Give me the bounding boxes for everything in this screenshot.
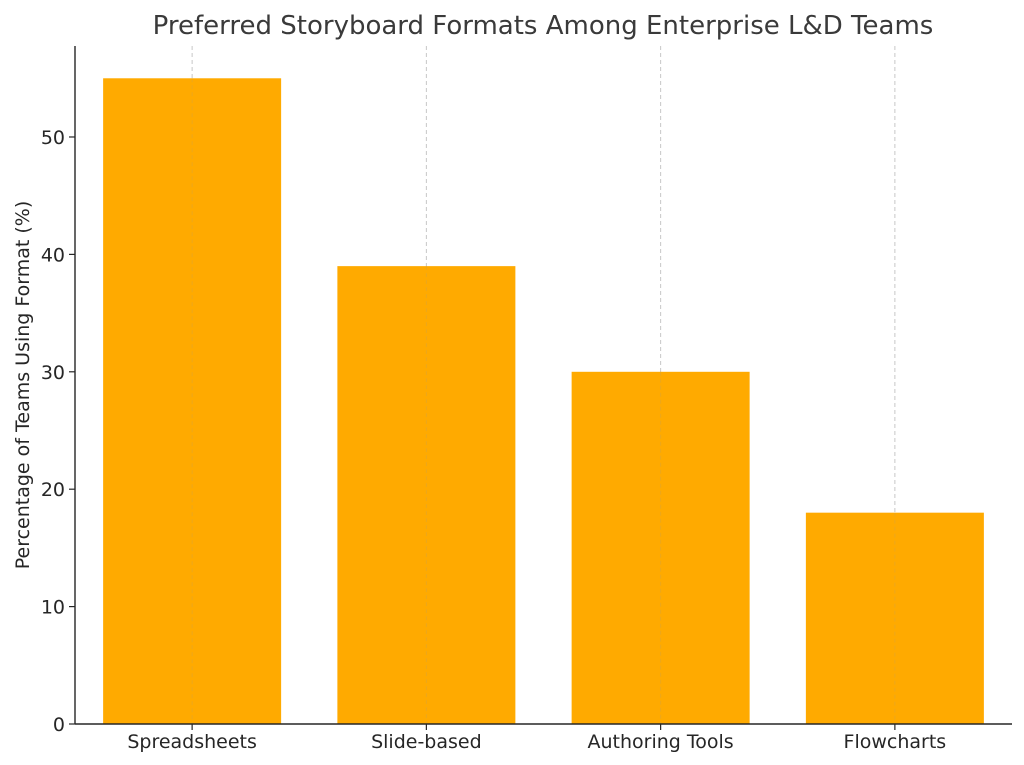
y-axis-label: Percentage of Teams Using Format (%): [12, 201, 34, 570]
tick-labels: Spreadsheets Slide-based Authoring Tools Fl…: [41, 127, 946, 753]
y-tick-label: 40: [41, 244, 65, 266]
y-tick-label: 0: [53, 714, 65, 736]
y-tick-label: 20: [41, 479, 65, 501]
chart-title: Preferred Storyboard Formats Among Enter…: [153, 11, 934, 41]
x-tick-label: Flowcharts: [844, 731, 947, 753]
axes: [69, 46, 1012, 730]
bars: [103, 78, 984, 725]
y-tick-label: 30: [41, 362, 65, 384]
y-tick-label: 10: [41, 597, 65, 619]
grid-lines-front: [191, 78, 896, 724]
grid-lines: [191, 46, 896, 724]
x-tick-label: Slide-based: [371, 731, 482, 753]
y-tick-label: 50: [41, 127, 65, 149]
x-tick-label: Spreadsheets: [127, 731, 257, 753]
bar-slide-based: [337, 266, 516, 724]
x-tick-label: Authoring Tools: [588, 731, 734, 753]
